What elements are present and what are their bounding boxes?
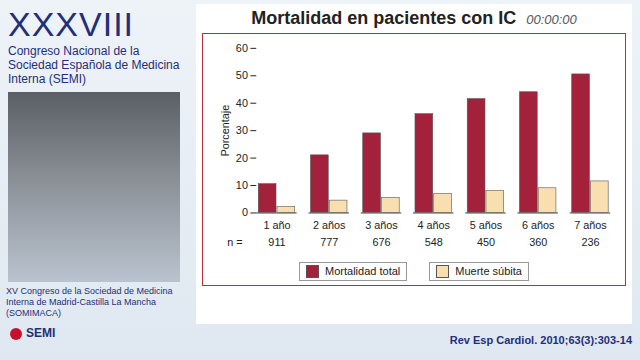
- html-text:00:00:00: 00:00:00: [526, 12, 577, 27]
- html-text:Muerte súbita: Muerte súbita: [455, 265, 522, 278]
- svg-text:4 años: 4 años: [417, 219, 450, 231]
- svg-text:911: 911: [268, 236, 285, 248]
- svg-text:6 años: 6 años: [522, 219, 555, 231]
- svg-text:Porcentaje: Porcentaje: [219, 105, 231, 157]
- html-text:SEMI: SEMI: [26, 326, 56, 340]
- svg-text:1 año: 1 año: [263, 219, 290, 231]
- svg-text:0: 0: [242, 206, 248, 218]
- svg-text:2 años: 2 años: [313, 219, 346, 231]
- svg-text:60: 60: [236, 42, 248, 54]
- svg-text:236: 236: [581, 236, 599, 248]
- svg-text:3 años: 3 años: [365, 219, 398, 231]
- html-text:Mortalidad en pacientes con IC: Mortalidad en pacientes con IC: [251, 8, 517, 28]
- html-text:Congreso Nacional de la Socied: Congreso Nacional de la Sociedad Español…: [8, 44, 180, 86]
- svg-text:777: 777: [320, 236, 338, 248]
- svg-text:n =: n =: [227, 236, 242, 248]
- html-text:XV Congreso de la Sociedad de: XV Congreso de la Sociedad de Medicina I…: [6, 286, 173, 318]
- svg-text:50: 50: [236, 69, 248, 81]
- svg-text:10: 10: [236, 179, 248, 191]
- svg-text:30: 30: [236, 124, 248, 136]
- html-text:Rev Esp Cardiol. 2010;63(3):30: Rev Esp Cardiol. 2010;63(3):303-14: [449, 334, 632, 346]
- svg-text:5 años: 5 años: [470, 219, 503, 231]
- html-text:XXXVIII: XXXVIII: [8, 5, 135, 43]
- svg-text:20: 20: [236, 152, 248, 164]
- svg-text:40: 40: [236, 97, 248, 109]
- svg-text:360: 360: [529, 236, 547, 248]
- svg-text:548: 548: [425, 236, 443, 248]
- html-text:Mortalidad total: Mortalidad total: [325, 265, 401, 278]
- svg-text:7 años: 7 años: [574, 219, 607, 231]
- svg-text:450: 450: [477, 236, 495, 248]
- svg-text:676: 676: [372, 236, 390, 248]
